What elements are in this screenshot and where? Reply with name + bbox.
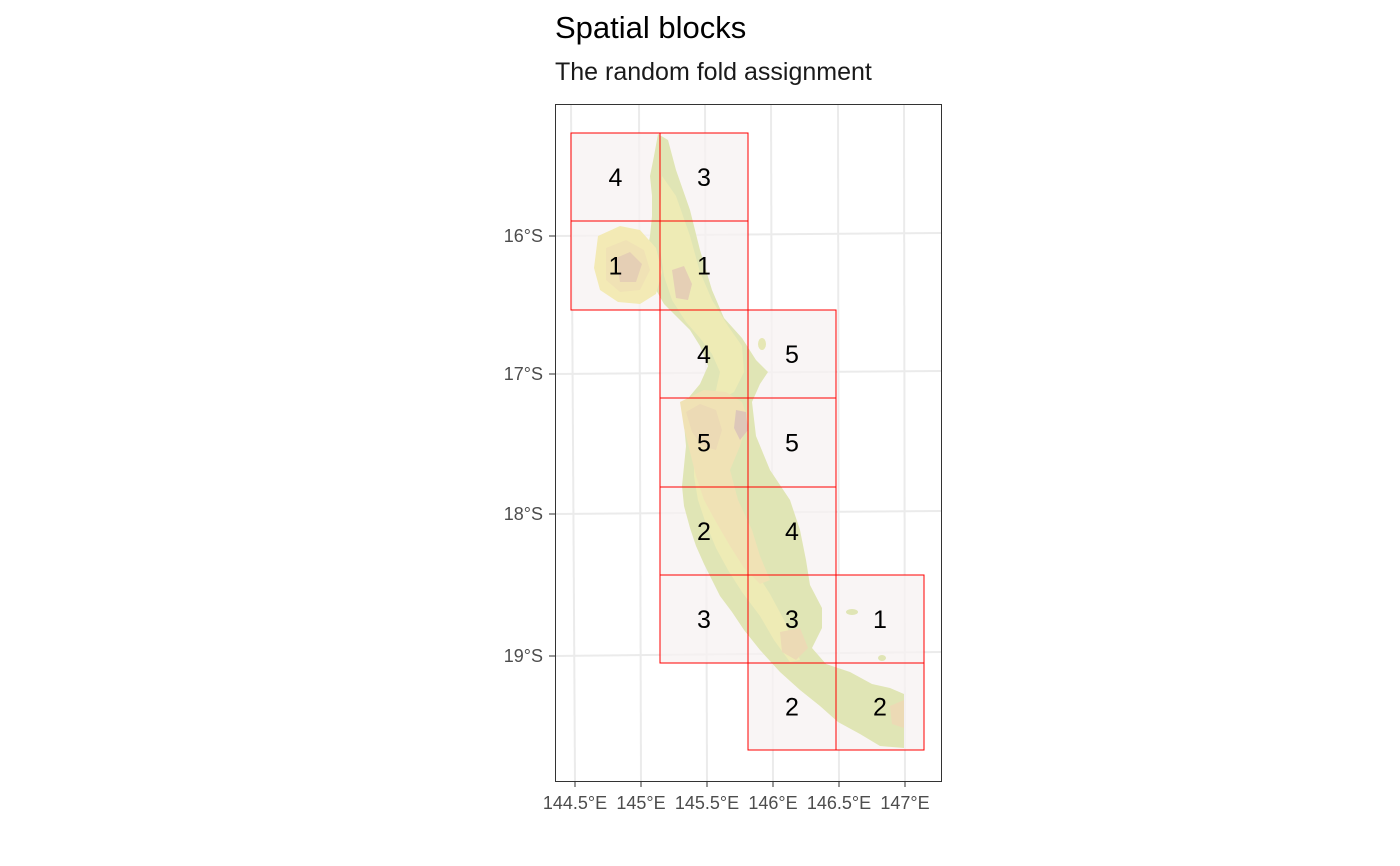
fold-label: 4 bbox=[785, 518, 799, 546]
fold-label: 3 bbox=[785, 606, 799, 634]
fold-block bbox=[747, 486, 837, 576]
fold-labels: 4 3 1 1 4 5 5 5 2 4 3 3 1 2 2 bbox=[609, 164, 887, 722]
fold-blocks bbox=[570, 132, 925, 751]
fold-label: 1 bbox=[697, 253, 711, 281]
fold-label: 1 bbox=[609, 253, 623, 281]
x-tick-label: 145.5°E bbox=[675, 793, 739, 813]
y-tick-label: 17°S bbox=[504, 364, 543, 384]
fold-label: 2 bbox=[873, 694, 887, 722]
x-tick-label: 144.5°E bbox=[543, 793, 607, 813]
fold-block bbox=[835, 662, 925, 751]
chart-title: Spatial blocks bbox=[555, 10, 747, 45]
fold-label: 5 bbox=[785, 341, 799, 369]
x-tick-label: 145°E bbox=[616, 793, 665, 813]
fold-block bbox=[659, 309, 749, 399]
fold-block bbox=[659, 397, 749, 488]
y-tick-label: 16°S bbox=[504, 226, 543, 246]
fold-block bbox=[659, 220, 749, 311]
y-tick-label: 19°S bbox=[504, 646, 543, 666]
fold-label: 2 bbox=[785, 694, 799, 722]
fold-label: 4 bbox=[609, 164, 623, 192]
fold-block bbox=[659, 132, 749, 222]
x-tick-label: 146.5°E bbox=[807, 793, 871, 813]
fold-block bbox=[747, 309, 837, 399]
x-tick-label: 147°E bbox=[880, 793, 929, 813]
fold-label: 5 bbox=[785, 430, 799, 458]
fold-label: 5 bbox=[697, 430, 711, 458]
y-tick-label: 18°S bbox=[504, 504, 543, 524]
fold-label: 3 bbox=[697, 164, 711, 192]
fold-label: 2 bbox=[697, 518, 711, 546]
fold-block bbox=[570, 220, 661, 311]
fold-block bbox=[570, 132, 661, 222]
fold-label: 3 bbox=[697, 606, 711, 634]
panel-border bbox=[555, 104, 942, 782]
fold-block bbox=[747, 662, 837, 751]
axes: 144.5°E 145°E 145.5°E 146°E 146.5°E 147°E 16°S… bbox=[504, 226, 930, 813]
x-tick-label: 146°E bbox=[748, 793, 797, 813]
chart-subtitle: The random fold assignment bbox=[555, 58, 872, 86]
fold-block bbox=[659, 574, 749, 664]
fold-label: 1 bbox=[873, 606, 887, 634]
fold-label: 4 bbox=[697, 341, 711, 369]
